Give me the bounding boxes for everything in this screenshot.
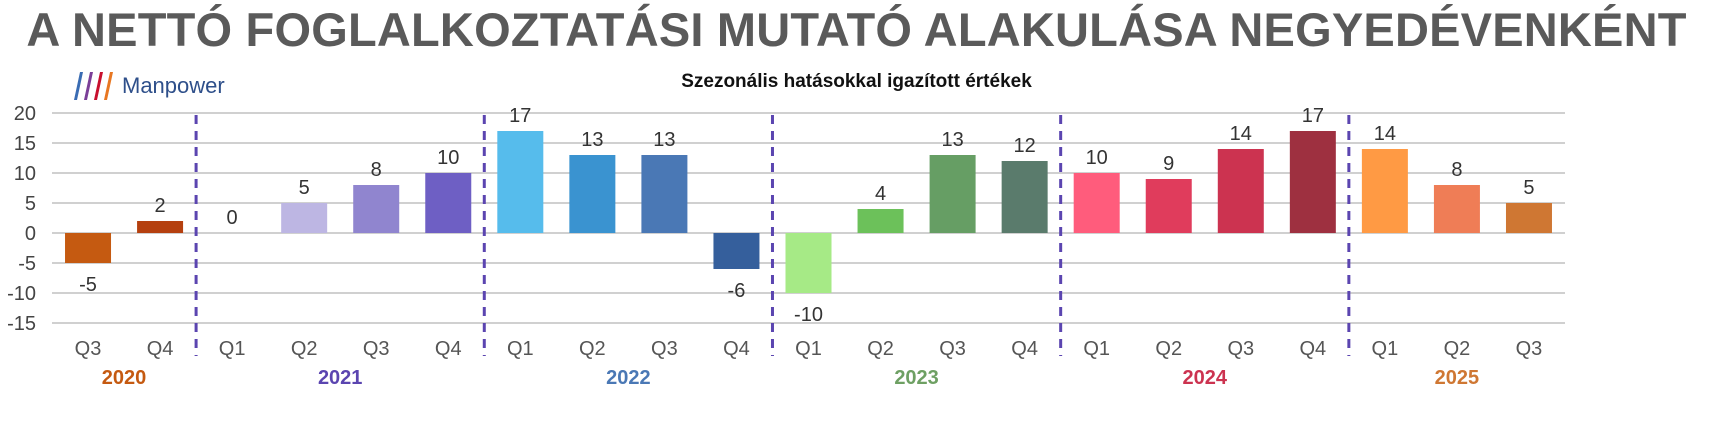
data-label: 13	[653, 129, 675, 151]
data-label: 8	[371, 159, 382, 181]
data-label: -10	[794, 304, 823, 326]
data-label: 5	[1523, 177, 1534, 199]
x-tick-label: Q2	[291, 338, 318, 360]
bar	[1433, 185, 1480, 233]
data-label: -5	[79, 274, 97, 296]
y-tick-label: -10	[7, 283, 36, 305]
data-label: 0	[227, 207, 238, 229]
data-label: 8	[1451, 159, 1462, 181]
year-label: 2025	[1435, 367, 1480, 389]
data-label: 17	[509, 105, 531, 127]
y-tick-label: 10	[14, 163, 36, 185]
x-tick-label: Q1	[1372, 338, 1399, 360]
data-label: 2	[155, 195, 166, 217]
x-tick-label: Q2	[867, 338, 894, 360]
year-separators	[194, 115, 1351, 356]
x-tick-label: Q1	[219, 338, 246, 360]
data-labels: -5 2 0 5 8 10 17 13 13 -6 -10 4 13 12 10 9 14 17 14 8 5	[79, 105, 1534, 326]
chart-title: A NETTÓ FOGLALKOZTATÁSI MUTATÓ ALAKULÁSA…	[26, 3, 1687, 56]
bar	[641, 155, 688, 233]
data-label: 4	[875, 183, 886, 205]
x-tick-label: Q2	[1155, 338, 1182, 360]
data-label: 5	[299, 177, 310, 199]
manpower-logo-icon	[74, 72, 113, 100]
x-tick-label: Q4	[1011, 338, 1038, 360]
y-tick-label: 20	[14, 103, 36, 125]
chart-subtitle: Szezonális hatásokkal igazított értékek	[681, 71, 1032, 92]
logo-stripe	[84, 72, 93, 100]
bar	[65, 233, 112, 263]
bar	[1145, 179, 1192, 233]
bar	[353, 185, 400, 233]
year-label: 2023	[894, 367, 939, 389]
x-tick-label: Q1	[795, 338, 822, 360]
data-label: 10	[437, 147, 459, 169]
bar	[281, 203, 328, 233]
y-tick-label: 0	[25, 223, 36, 245]
year-label: 2024	[1183, 367, 1228, 389]
data-label: 13	[581, 129, 603, 151]
bar	[785, 233, 832, 293]
logo-stripe	[94, 72, 103, 100]
x-tick-label: Q1	[507, 338, 534, 360]
logo-text: Manpower	[122, 73, 225, 98]
x-tick-label: Q3	[1516, 338, 1543, 360]
bars	[65, 131, 1552, 293]
x-tick-label: Q3	[75, 338, 102, 360]
y-axis: 20 15 10 5 0 -5 -10 -15	[7, 103, 36, 335]
logo-stripe	[104, 72, 113, 100]
data-label: 13	[941, 129, 963, 151]
bar	[1361, 149, 1408, 233]
year-label: 2021	[318, 367, 363, 389]
x-tick-label: Q4	[435, 338, 462, 360]
y-tick-label: 15	[14, 133, 36, 155]
x-tick-label: Q2	[579, 338, 606, 360]
bar	[137, 221, 184, 233]
data-label: 17	[1302, 105, 1324, 127]
x-tick-label: Q1	[1083, 338, 1110, 360]
year-label: 2020	[102, 367, 147, 389]
bar	[1505, 203, 1552, 233]
x-axis: Q3 Q4 Q1 Q2 Q3 Q4 Q1 Q2 Q3 Q4 Q1 Q2 Q3 Q4 Q1 Q2 Q3 Q4 Q1 Q2…	[75, 338, 1543, 360]
y-tick-label: -15	[7, 313, 36, 335]
x-tick-label: Q3	[651, 338, 678, 360]
x-tick-label: Q4	[723, 338, 750, 360]
bar	[497, 131, 544, 233]
bar	[1001, 161, 1048, 233]
x-tick-label: Q2	[1444, 338, 1471, 360]
data-label: -6	[728, 280, 746, 302]
x-tick-label: Q3	[363, 338, 390, 360]
data-label: 10	[1086, 147, 1108, 169]
y-tick-label: -5	[18, 253, 36, 275]
data-label: 14	[1230, 123, 1252, 145]
bar	[569, 155, 616, 233]
year-label: 2022	[606, 367, 651, 389]
y-tick-label: 5	[25, 193, 36, 215]
year-labels: 2020 2021 2022 2023 2024 2025	[102, 367, 1479, 389]
bar	[713, 233, 760, 269]
data-label: 9	[1163, 153, 1174, 175]
bar	[425, 173, 472, 233]
bar	[1289, 131, 1336, 233]
data-label: 14	[1374, 123, 1396, 145]
bar	[929, 155, 976, 233]
bar	[1073, 173, 1120, 233]
logo-stripe	[74, 72, 83, 100]
bar	[857, 209, 904, 233]
data-label: 12	[1014, 135, 1036, 157]
manpower-logo: Manpower	[70, 66, 225, 106]
x-tick-label: Q4	[1299, 338, 1326, 360]
x-tick-label: Q3	[939, 338, 966, 360]
bar	[1217, 149, 1264, 233]
x-tick-label: Q3	[1227, 338, 1254, 360]
x-tick-label: Q4	[147, 338, 174, 360]
